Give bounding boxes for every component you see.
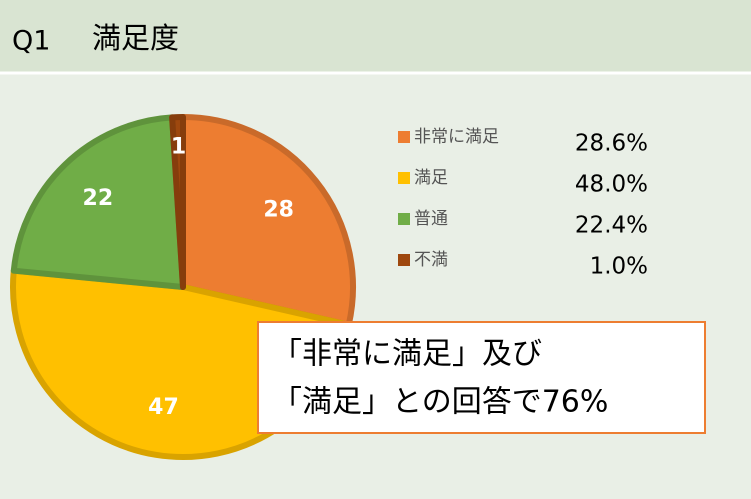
pie-slice <box>180 114 356 328</box>
data-label: 1 <box>171 135 186 160</box>
legend-label: 不満 <box>414 250 448 270</box>
legend-label: 非常に満足 <box>414 127 499 147</box>
percent-label: 1.0% <box>590 254 648 280</box>
legend-label: 満足 <box>414 168 448 188</box>
data-label: 28 <box>263 198 294 223</box>
question-title: 満足度 <box>92 21 179 55</box>
callout-line: 「非常に満足」及び <box>272 337 542 372</box>
legend: 非常に満足 28.6% 満足 48.0% 普通 22.4% 不満 1.0% <box>398 127 648 280</box>
callout-line: 「満足」との回答で76% <box>272 385 608 420</box>
legend-swatch <box>398 131 410 143</box>
legend-swatch <box>398 213 410 225</box>
legend-swatch <box>398 172 410 184</box>
pie-slice <box>169 114 186 290</box>
data-label: 47 <box>148 395 179 420</box>
data-label: 22 <box>83 186 114 211</box>
percent-label: 48.0% <box>575 172 648 198</box>
callout-box <box>257 321 706 434</box>
legend-swatch <box>398 254 410 266</box>
legend-label: 普通 <box>414 209 448 229</box>
header-band <box>0 0 751 72</box>
percent-label: 22.4% <box>575 213 648 239</box>
pie-slice <box>10 114 186 290</box>
question-number: Q1 <box>12 26 50 57</box>
percent-label: 28.6% <box>575 131 648 157</box>
